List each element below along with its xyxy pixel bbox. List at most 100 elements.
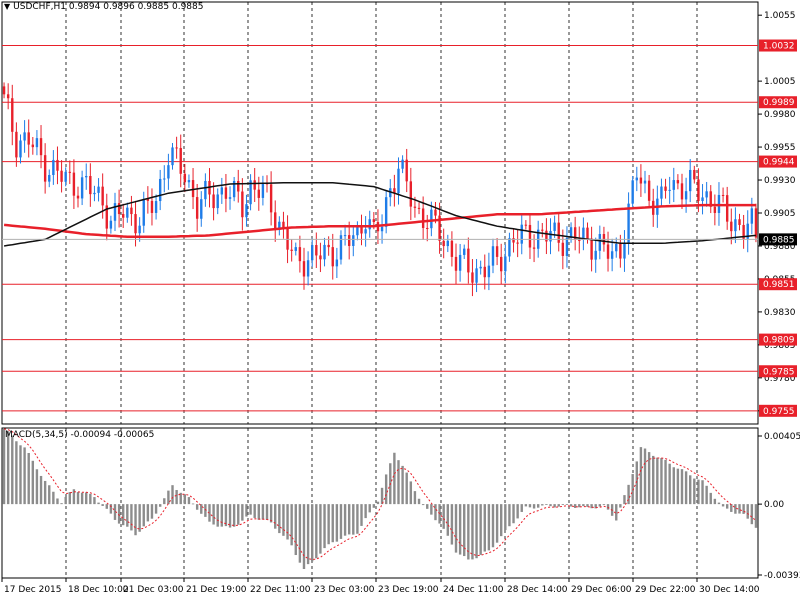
macd-histogram-bar (179, 492, 182, 505)
macd-histogram-bar (105, 504, 108, 509)
macd-histogram-bar (142, 504, 145, 527)
macd-signal-line (4, 428, 757, 561)
macd-histogram-bar (134, 504, 137, 536)
candle-body (35, 138, 39, 148)
macd-histogram-bar (434, 504, 437, 521)
macd-histogram-bar (619, 504, 622, 508)
macd-histogram-bar (467, 504, 470, 560)
candle-body (557, 222, 560, 243)
time-label: 18 Dec 10:00 (68, 585, 129, 595)
price-tick-label: 0.9830 (764, 308, 796, 318)
macd-histogram-bar (278, 504, 281, 534)
macd-histogram-bar (750, 504, 754, 525)
candle-body (730, 221, 733, 232)
candle-body (586, 227, 589, 239)
candle-body (68, 171, 71, 173)
macd-signal-value: -0.00065 (113, 430, 155, 440)
macd-histogram-bar (150, 504, 154, 519)
macd-histogram-bar (549, 504, 552, 507)
candle-body (126, 207, 129, 218)
macd-histogram-bar (85, 492, 88, 505)
candle-body (43, 155, 47, 182)
macd-histogram-bar (426, 504, 429, 509)
candle-body (294, 247, 297, 251)
candle-body (167, 165, 170, 179)
macd-histogram-bar (376, 501, 380, 505)
current-price-label: 0.9885 (763, 235, 795, 245)
macd-tick-label: 0.00405 (764, 432, 800, 442)
macd-histogram-bar (294, 504, 297, 556)
macd-histogram-bar (413, 491, 417, 505)
candle-body (323, 244, 326, 260)
candle-body (11, 98, 14, 132)
macd-plot-frame (1, 427, 759, 579)
price-tick-label: 1.0005 (764, 77, 796, 87)
macd-histogram-bar (335, 504, 339, 542)
macd-histogram-bar (430, 504, 433, 515)
candle-body (85, 175, 88, 178)
macd-histogram-bar (298, 504, 302, 563)
macd-histogram-bar (360, 504, 363, 526)
candle-body (471, 272, 474, 283)
macd-histogram-bar (742, 504, 745, 514)
macd-histogram-bar (343, 504, 347, 536)
candle-body (569, 227, 573, 238)
candle-body (721, 194, 725, 196)
macd-histogram-bar (39, 475, 43, 505)
candle-body (232, 180, 236, 198)
macd-histogram-bar (265, 504, 269, 520)
macd-histogram-bar (483, 504, 486, 552)
macd-main-value: -0.00094 (70, 430, 111, 440)
macd-histogram-bar (97, 502, 100, 505)
candle-body (343, 235, 347, 237)
macd-histogram-bar (138, 504, 141, 532)
candle-body (117, 203, 121, 215)
macd-histogram-bar (602, 504, 606, 505)
candle-body (520, 224, 523, 244)
macd-histogram-bar (101, 504, 104, 506)
macd-histogram-bar (93, 497, 96, 505)
macd-histogram-bar (528, 504, 532, 508)
macd-histogram-bar (11, 435, 14, 505)
candle-body (76, 195, 80, 199)
price-tick-label: 0.9905 (764, 209, 796, 219)
level-price-tag (759, 278, 797, 291)
macd-histogram-bar (315, 504, 318, 559)
macd-histogram-bar (532, 504, 536, 509)
macd-histogram-bar (282, 504, 285, 536)
candle-body (237, 180, 240, 192)
candle-body (610, 251, 614, 259)
candle-body (742, 224, 745, 239)
macd-histogram-bar (734, 504, 737, 514)
time-label: 29 Dec 06:00 (571, 585, 632, 595)
candle-body (101, 186, 104, 206)
candle-body (80, 177, 84, 199)
level-price-label: 0.9989 (763, 98, 795, 108)
macd-histogram-bar (746, 504, 749, 519)
macd-histogram-bar (331, 504, 334, 543)
time-label: 23 Dec 19:00 (378, 585, 439, 595)
candle-body (216, 194, 219, 209)
macd-histogram-bar (561, 504, 565, 505)
macd-histogram-bar (60, 503, 63, 505)
candle-body (664, 186, 667, 191)
macd-histogram-bar (541, 504, 544, 506)
close-value: 0.9885 (171, 2, 204, 12)
price-tick-label: 0.9805 (764, 341, 796, 351)
macd-histogram-bar (31, 460, 35, 505)
macd-histogram-bar (721, 504, 725, 507)
candle-body (278, 221, 281, 230)
candle-body (528, 224, 532, 248)
macd-histogram-bar (684, 471, 688, 505)
price-tick-label: 0.9780 (764, 374, 796, 384)
candle-body (606, 244, 610, 259)
candle-body (709, 191, 712, 207)
macd-histogram-bar (64, 496, 67, 505)
macd-histogram-bar (19, 445, 22, 505)
macd-tick-label: 0.00 (764, 500, 784, 510)
macd-histogram-bar (536, 504, 540, 508)
macd-histogram-bar (446, 504, 449, 536)
dropdown-triangle-icon[interactable]: ▼ (4, 2, 11, 11)
macd-histogram-bar (323, 504, 326, 549)
